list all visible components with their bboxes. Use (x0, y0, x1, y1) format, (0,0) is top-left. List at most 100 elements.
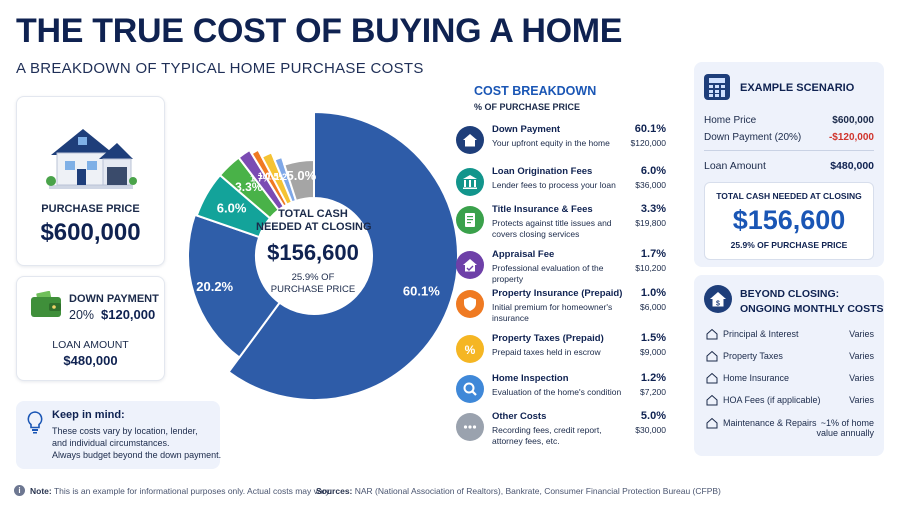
center-sub-label: 25.9% OF PURCHASE PRICE (256, 272, 370, 296)
monthly-cost-value: Varies (849, 351, 874, 361)
monthly-cost-value-wrap: Varies (849, 351, 874, 361)
cost-row-percent: 6.0% (640, 165, 666, 177)
cost-row: Home Inspection Evaluation of the home's … (456, 372, 670, 412)
tag-icon (706, 350, 718, 362)
cost-row-amount: $120,000 (630, 138, 666, 148)
beyond-closing-title-1: BEYOND CLOSING: (740, 288, 840, 300)
loan-amount-row-label: Loan Amount (704, 160, 766, 172)
total-cash-value: $156,600 (732, 205, 846, 235)
cost-row-amount: $30,000 (635, 425, 666, 435)
home-price-value: $600,000 (832, 115, 874, 126)
document-icon (456, 206, 484, 234)
cost-row-amount: $9,000 (640, 347, 666, 357)
donut-slice-label: 6.0% (217, 201, 247, 216)
down-payment-amount: $120,000 (101, 307, 156, 322)
beyond-closing-title-2: ONGOING MONTHLY COSTS (740, 303, 884, 315)
monthly-cost-value: Varies (849, 329, 874, 339)
lightbulb-icon (27, 411, 43, 434)
cost-breakdown-subtitle: % OF PURCHASE PRICE (474, 102, 581, 112)
page-subtitle: A BREAKDOWN OF TYPICAL HOME PURCHASE COS… (16, 60, 424, 77)
monthly-cost-label: Maintenance & Repairs (723, 418, 817, 428)
cost-row-desc: Evaluation of the home's condition (492, 387, 622, 397)
monthly-cost-label: HOA Fees (if applicable) (723, 395, 821, 405)
loan-amount-label: LOAN AMOUNT (52, 339, 129, 351)
donut-slice (283, 158, 315, 203)
total-cash-label: TOTAL CASH NEEDED AT CLOSING (716, 191, 862, 201)
monthly-cost-label: Property Taxes (723, 351, 783, 361)
cost-row-desc: Professional evaluation of the property (492, 263, 604, 284)
keep-line-1: These costs vary by location, lender, (52, 426, 198, 436)
cost-row-percent: 1.0% (640, 287, 666, 299)
monthly-cost-value: Varies (849, 395, 874, 405)
home-dollar-icon: $ (704, 285, 732, 313)
cost-row-percent: 1.7% (640, 248, 666, 260)
monthly-cost-value-wrap: Varies (849, 329, 874, 339)
center-line-1: TOTAL CASH (278, 208, 348, 220)
cost-row-percent: 60.1% (634, 123, 666, 135)
purchase-price-value: $600,000 (40, 219, 141, 246)
footer-note-label: Note: (30, 486, 52, 496)
donut-slice (227, 110, 459, 401)
monthly-cost-label: Home Insurance (723, 373, 790, 383)
magnifier-icon (456, 375, 484, 403)
cost-row-name: Property Insurance (Prepaid) (492, 288, 623, 299)
cost-row-amount: $36,000 (635, 180, 666, 190)
house-small-icon (706, 328, 718, 340)
down-payment-row-value: -$120,000 (828, 132, 874, 143)
loan-amount-row-value: $480,000 (830, 160, 874, 172)
loan-amount-row: Loan Amount $480,000 (704, 160, 874, 172)
donut-slice-label: 1.5% (266, 171, 287, 181)
keep-in-mind-title: Keep in mind: (52, 409, 125, 421)
cost-row: Down Payment Your upfront equity in the h… (456, 123, 670, 163)
down-payment-percent: 20% (69, 308, 95, 322)
wallet-icon (31, 291, 61, 317)
cost-row-name: Other Costs (492, 411, 547, 422)
purchase-price-card: PURCHASE PRICE $600,000 (16, 96, 165, 266)
keep-line-3: Always budget beyond the down payment. (52, 450, 222, 460)
down-payment-row: Down Payment (20%) -$120,000 (704, 132, 874, 143)
divider (704, 150, 874, 151)
down-payment-card: DOWN PAYMENT 20% $120,000 LOAN AMOUNT $4… (16, 276, 165, 381)
center-line-2: NEEDED AT CLOSING (256, 221, 372, 233)
donut-slice (187, 213, 282, 359)
house-check-icon (456, 251, 484, 279)
cost-row-amount: $19,800 (635, 218, 666, 228)
shield-icon (456, 290, 484, 318)
cost-row-percent: 1.5% (640, 332, 666, 344)
footer-sources-text: NAR (National Association of Realtors), … (354, 486, 721, 496)
center-total-value: $156,600 (267, 240, 359, 265)
cost-row-name: Title Insurance & Fees (492, 204, 593, 215)
cost-row-desc: Lender fees to process your loan (492, 180, 616, 190)
cost-row: % Property Taxes (Prepaid) Prepaid taxes h… (456, 332, 670, 372)
donut-slice-label: 1.0% (258, 171, 279, 181)
cost-row-amount: $10,200 (635, 263, 666, 273)
cost-row-percent: 5.0% (640, 410, 666, 422)
monthly-cost-value: ~1% of home (820, 418, 874, 428)
donut-slice-label: 20.2% (196, 279, 233, 294)
dots-icon (456, 413, 484, 441)
example-scenario-title: EXAMPLE SCENARIO (740, 82, 855, 94)
page-title: THE TRUE COST OF BUYING A HOME (16, 12, 623, 50)
cost-row-desc: Recording fees, credit report, attorney … (492, 425, 602, 446)
donut-hole (257, 199, 371, 313)
total-cash-sub: 25.9% OF PURCHASE PRICE (730, 240, 848, 250)
cost-breakdown-title: COST BREAKDOWN (474, 84, 597, 98)
cost-row-desc: Initial premium for homeowner's insuranc… (492, 302, 613, 323)
house-icon (46, 129, 137, 189)
donut-slice-label: 5.0% (287, 168, 317, 183)
purchase-price-label: PURCHASE PRICE (41, 203, 140, 215)
svg-text:%: % (465, 343, 476, 357)
center-sub-2: PURCHASE PRICE (270, 284, 356, 295)
house-icon (456, 126, 484, 154)
building-icon (706, 394, 718, 406)
cost-row-desc: Protects against title issues and covers… (492, 218, 612, 239)
monthly-cost-value-wrap: Varies (849, 395, 874, 405)
center-total-label: TOTAL CASH NEEDED AT CLOSING (256, 208, 372, 234)
footer-note: Note: This is an example for information… (30, 486, 331, 496)
house-small-icon (706, 372, 718, 384)
info-icon: i (14, 485, 25, 496)
cost-row-desc: Prepaid taxes held in escrow (492, 347, 601, 357)
home-price-label: Home Price (704, 115, 757, 126)
home-price-row: Home Price $600,000 (704, 115, 874, 126)
